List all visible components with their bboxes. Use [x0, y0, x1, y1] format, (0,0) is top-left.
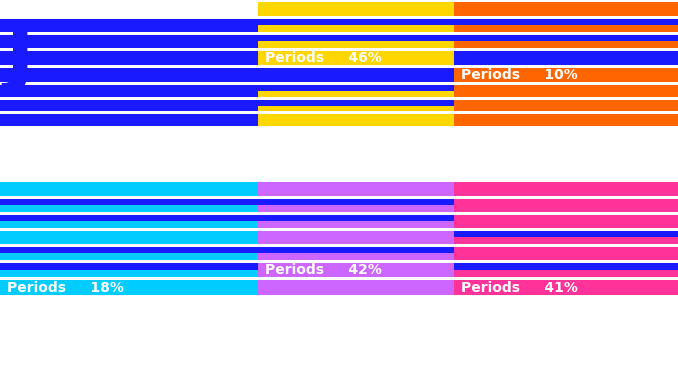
FancyBboxPatch shape: [0, 253, 258, 260]
FancyBboxPatch shape: [0, 19, 678, 32]
FancyBboxPatch shape: [0, 199, 678, 212]
FancyBboxPatch shape: [454, 247, 678, 260]
FancyBboxPatch shape: [454, 85, 678, 97]
FancyBboxPatch shape: [0, 182, 258, 196]
FancyBboxPatch shape: [0, 51, 678, 65]
Text: Periods     42%: Periods 42%: [265, 263, 382, 277]
FancyBboxPatch shape: [0, 100, 678, 111]
Text: Periods     46%: Periods 46%: [265, 51, 382, 65]
FancyBboxPatch shape: [454, 68, 678, 82]
FancyBboxPatch shape: [454, 237, 678, 244]
FancyBboxPatch shape: [0, 85, 678, 97]
FancyBboxPatch shape: [258, 91, 454, 97]
FancyBboxPatch shape: [258, 205, 454, 212]
FancyBboxPatch shape: [454, 270, 678, 277]
FancyBboxPatch shape: [454, 41, 678, 48]
FancyBboxPatch shape: [454, 182, 678, 196]
FancyBboxPatch shape: [258, 114, 454, 126]
FancyBboxPatch shape: [0, 68, 678, 82]
Text: Periods     18%: Periods 18%: [7, 280, 124, 294]
FancyBboxPatch shape: [258, 253, 454, 260]
FancyBboxPatch shape: [0, 35, 678, 48]
FancyBboxPatch shape: [0, 215, 678, 228]
FancyBboxPatch shape: [0, 263, 678, 277]
FancyBboxPatch shape: [0, 205, 258, 212]
FancyBboxPatch shape: [258, 25, 454, 32]
FancyBboxPatch shape: [258, 221, 454, 228]
FancyBboxPatch shape: [258, 182, 454, 196]
FancyBboxPatch shape: [454, 2, 678, 16]
FancyBboxPatch shape: [0, 247, 678, 260]
FancyBboxPatch shape: [454, 25, 678, 32]
FancyBboxPatch shape: [454, 100, 678, 111]
FancyBboxPatch shape: [454, 114, 678, 126]
Text: Periods     10%: Periods 10%: [461, 68, 578, 82]
FancyBboxPatch shape: [0, 114, 678, 126]
FancyBboxPatch shape: [0, 231, 258, 244]
FancyBboxPatch shape: [0, 231, 678, 244]
FancyBboxPatch shape: [258, 51, 454, 65]
FancyBboxPatch shape: [258, 2, 454, 16]
FancyBboxPatch shape: [0, 270, 258, 277]
FancyBboxPatch shape: [454, 215, 678, 228]
FancyBboxPatch shape: [258, 263, 454, 277]
FancyBboxPatch shape: [258, 106, 454, 111]
Text: J: J: [5, 21, 33, 95]
FancyBboxPatch shape: [258, 41, 454, 48]
FancyBboxPatch shape: [0, 221, 258, 228]
FancyBboxPatch shape: [258, 231, 454, 244]
FancyBboxPatch shape: [0, 280, 258, 295]
FancyBboxPatch shape: [258, 280, 454, 295]
FancyBboxPatch shape: [454, 280, 678, 295]
FancyBboxPatch shape: [454, 199, 678, 212]
Text: Periods     41%: Periods 41%: [461, 280, 578, 294]
